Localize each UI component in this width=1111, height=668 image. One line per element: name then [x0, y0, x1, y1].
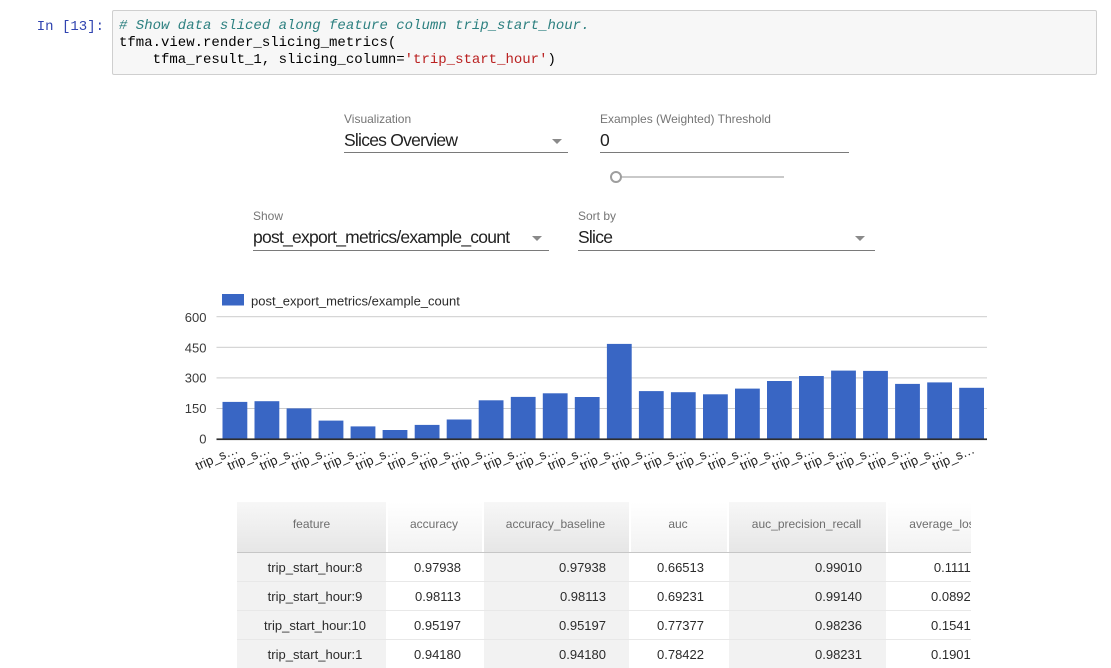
svg-text:150: 150 [185, 401, 207, 416]
svg-text:450: 450 [185, 341, 207, 356]
svg-text:600: 600 [185, 310, 207, 325]
svg-text:300: 300 [185, 371, 207, 386]
svg-text:0: 0 [199, 431, 206, 446]
svg-text:post_export_metrics/example_co: post_export_metrics/example_count [251, 294, 460, 309]
